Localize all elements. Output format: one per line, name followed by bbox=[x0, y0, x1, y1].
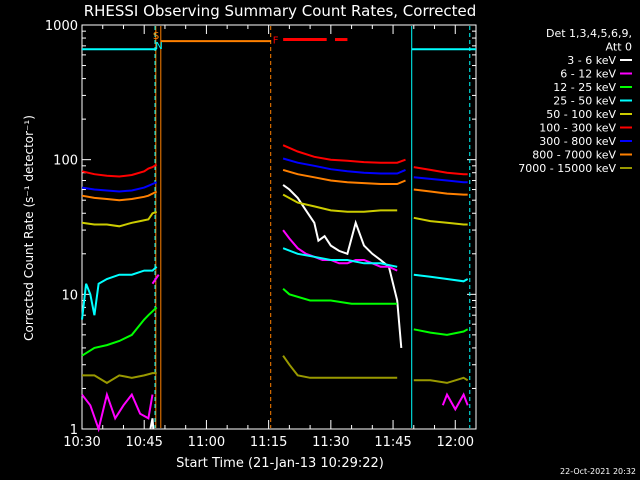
series-line bbox=[81, 210, 158, 228]
series-line bbox=[282, 157, 406, 175]
legend-label: 6 - 12 keV bbox=[560, 68, 616, 81]
y-axis-label: Corrected Count Rate (s⁻¹ detector⁻¹) bbox=[22, 115, 36, 341]
annotation-f: F bbox=[273, 36, 279, 47]
y-tick-label: 1 bbox=[70, 423, 78, 438]
plot-area: 1 10 100 1000 10:30 10:45 11:00 11:15 11:30 11:45… bbox=[45, 19, 477, 450]
series-line bbox=[282, 229, 398, 272]
legend-label: 25 - 50 keV bbox=[553, 95, 616, 108]
series-6 bbox=[81, 157, 468, 193]
series-7 bbox=[81, 40, 468, 202]
series-line bbox=[82, 372, 157, 385]
footer-timestamp: 22-Oct-2021 20:32 bbox=[560, 467, 636, 476]
series-line bbox=[81, 306, 158, 357]
series-line bbox=[413, 328, 469, 336]
series-line bbox=[149, 418, 155, 430]
series-line bbox=[441, 392, 469, 412]
series-3 bbox=[81, 247, 469, 320]
annotation-n: N bbox=[155, 41, 162, 52]
legend-label: 3 - 6 keV bbox=[567, 54, 616, 67]
series-line bbox=[282, 355, 398, 379]
y-tick-label: 1000 bbox=[45, 19, 78, 34]
legend-label: 800 - 7000 keV bbox=[532, 149, 616, 162]
series-0 bbox=[149, 184, 403, 430]
x-tick-label: 12:00 bbox=[437, 435, 474, 450]
series-line bbox=[413, 273, 469, 283]
legend-header: Att 0 bbox=[606, 41, 632, 54]
series-line bbox=[413, 188, 468, 196]
legend-label: 7000 - 15000 keV bbox=[518, 162, 616, 175]
series-5 bbox=[81, 144, 468, 178]
series-line bbox=[81, 266, 158, 320]
y-tick-label: 100 bbox=[53, 154, 78, 169]
x-tick-label: 10:45 bbox=[125, 435, 162, 450]
series-line bbox=[282, 144, 406, 164]
y-tick-label: 10 bbox=[61, 288, 78, 303]
series-1 bbox=[81, 229, 469, 433]
series-line bbox=[413, 216, 468, 226]
series-4 bbox=[81, 193, 468, 228]
series-line bbox=[413, 376, 469, 384]
series-line bbox=[81, 391, 154, 433]
series-line bbox=[81, 181, 158, 193]
series-line bbox=[282, 168, 406, 185]
x-tick-label: 11:15 bbox=[250, 435, 287, 450]
series-line bbox=[282, 193, 398, 213]
x-tick-label: 11:30 bbox=[312, 435, 349, 450]
x-tick-label: 11:00 bbox=[188, 435, 225, 450]
plot-frame bbox=[81, 24, 477, 430]
series-line bbox=[282, 288, 398, 305]
x-tick-label: 11:45 bbox=[374, 435, 411, 450]
legend-label: 300 - 800 keV bbox=[539, 135, 616, 148]
series-line bbox=[282, 247, 398, 268]
series-line bbox=[413, 166, 468, 176]
series-line bbox=[81, 163, 158, 178]
annotation-s: S bbox=[153, 31, 159, 42]
series-line bbox=[282, 184, 403, 348]
legend-header: Det 1,3,4,5,6,9, bbox=[546, 27, 632, 40]
legend-label: 50 - 100 keV bbox=[546, 108, 616, 121]
series-line bbox=[81, 190, 158, 202]
series-line bbox=[413, 176, 468, 184]
legend-label: 100 - 300 keV bbox=[539, 122, 616, 135]
series-line bbox=[151, 274, 160, 285]
x-axis-label: Start Time (21-Jan-13 10:29:22) bbox=[176, 456, 384, 471]
series-2 bbox=[81, 288, 469, 357]
series-8 bbox=[82, 355, 469, 385]
legend-label: 12 - 25 keV bbox=[553, 81, 616, 94]
x-tick-label: 10:30 bbox=[63, 435, 100, 450]
chart-title: RHESSI Observing Summary Count Rates, Co… bbox=[84, 2, 477, 20]
